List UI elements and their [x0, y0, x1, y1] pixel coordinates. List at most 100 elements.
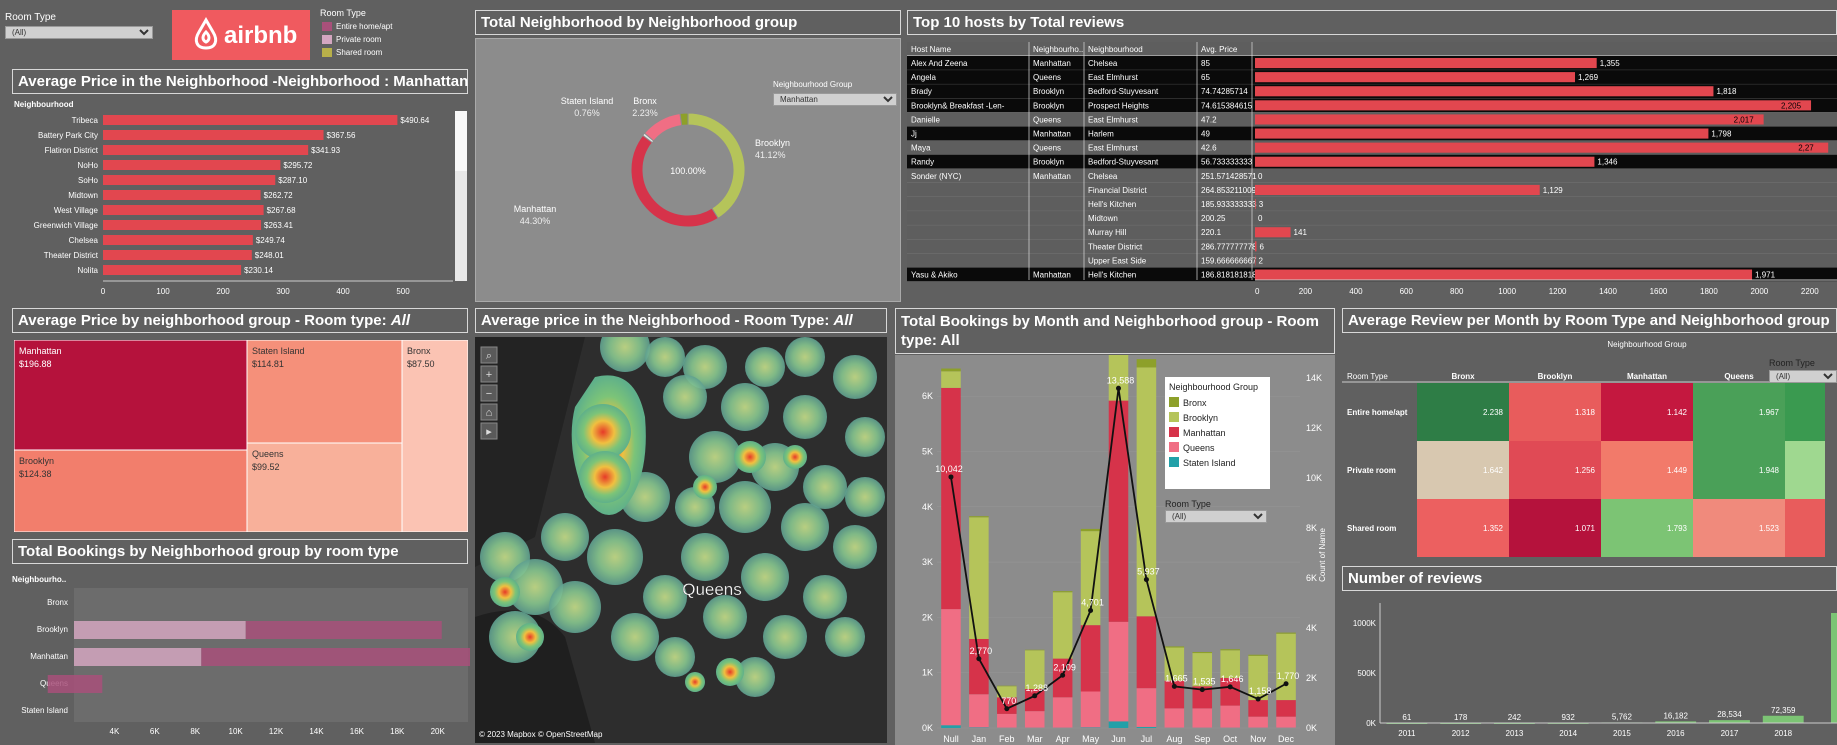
tick-label: 20K	[431, 727, 446, 736]
column-header: Host Name	[911, 45, 952, 54]
cell-hood: Bedford-Stuyvesant	[1088, 87, 1159, 96]
legend-title: Neighbourhood Group	[1169, 382, 1258, 392]
donut-label-name: Brooklyn	[755, 138, 790, 148]
bar	[1255, 100, 1812, 111]
cell-host: Randy	[911, 158, 934, 167]
cell-price: 47.2	[1201, 115, 1217, 124]
bar-segment	[1108, 721, 1129, 728]
heat-blob	[611, 613, 659, 661]
legend-label: Manhattan	[1183, 428, 1226, 438]
price-heat-map[interactable]: Queens ⌕ + − ⌂ ▸ © 2023 Mapbox © OpenStreetMap	[475, 337, 887, 743]
heatmap-room-type-filter[interactable]: (All)	[1769, 370, 1837, 383]
room-legend: Entire home/apt Private room Shared room	[322, 20, 392, 59]
x-tick: Nov	[1250, 734, 1267, 744]
cell-hood: Prospect Heights	[1088, 101, 1149, 110]
x-tick: May	[1082, 734, 1100, 744]
tick-label: Flatiron District	[45, 146, 99, 155]
line-point	[1116, 385, 1121, 391]
line-label: 2,770	[970, 646, 993, 656]
tick-label: 0	[1255, 287, 1260, 296]
tick-label: 1400	[1599, 287, 1617, 296]
cell-price: 42.6	[1201, 144, 1217, 153]
bar	[1762, 715, 1804, 723]
cell-hood: Chelsea	[1088, 59, 1118, 68]
tick-label: 2000	[1750, 287, 1768, 296]
y-tick-right: 4K	[1306, 623, 1317, 633]
tick-label: Midtown	[68, 191, 98, 200]
cell-price: 74.74285714	[1201, 87, 1248, 96]
heat-cell	[1785, 441, 1825, 499]
bar	[103, 175, 276, 185]
col-header: Queens	[1724, 372, 1754, 381]
col-header: Brooklyn	[1538, 372, 1573, 381]
data-label: $287.10	[278, 176, 307, 185]
tick-label: 500	[396, 287, 410, 296]
heat-blob	[600, 337, 650, 372]
y-tick-left: 2K	[922, 612, 933, 622]
bar-segment	[1108, 400, 1129, 622]
y-tick: 0K	[1366, 719, 1376, 728]
heat-value: 1.523	[1759, 524, 1780, 533]
room-type-filter[interactable]: (All)	[5, 26, 153, 39]
panel-title-review-heatmap: Average Review per Month by Room Type an…	[1342, 308, 1837, 333]
bar	[1831, 613, 1837, 723]
panel-title-bookings-month: Total Bookings by Month and Neighborhood…	[895, 308, 1335, 354]
heat-blob	[719, 481, 771, 533]
cell-hood: East Elmhurst	[1088, 115, 1139, 124]
legend-label: Brooklyn	[1183, 413, 1218, 423]
avg-price-neighborhood-chart: Neighbourhood Tribeca $490.64 Battery Park …	[14, 100, 467, 296]
heat-value: 1.948	[1759, 466, 1780, 475]
heat-blob	[741, 553, 789, 601]
bar-segment	[1164, 647, 1185, 681]
data-label: 932	[1561, 713, 1575, 722]
heat-blob	[643, 575, 687, 619]
cell-host: Yasu & Akiko	[911, 271, 958, 280]
zoom-out-icon	[480, 384, 498, 402]
heat-blob	[587, 529, 643, 585]
tick-label: 400	[1349, 287, 1363, 296]
col-header: Manhattan	[1627, 372, 1667, 381]
data-label: $267.68	[267, 206, 296, 215]
data-label: 2,205	[1781, 101, 1802, 110]
donut-slice	[679, 112, 689, 127]
data-label: $367.56	[327, 131, 356, 140]
heat-blob	[833, 355, 877, 399]
month-room-type-filter[interactable]: (All)	[1165, 510, 1267, 523]
legend-swatch	[1169, 442, 1179, 452]
row-header: Private room	[1347, 466, 1396, 475]
cell-hood: Theater District	[1088, 242, 1143, 251]
tick-label: Tribeca	[72, 116, 99, 125]
heat-hotspot	[579, 451, 631, 503]
water	[475, 337, 585, 567]
bar-segment	[1080, 625, 1101, 692]
cell-hood: Harlem	[1088, 130, 1114, 139]
bar-segment	[1192, 651, 1213, 654]
heat-blob	[681, 533, 729, 581]
treemap-cell	[14, 340, 248, 451]
line-point	[976, 656, 982, 662]
cell-group: Brooklyn	[1033, 101, 1064, 110]
treemap-value: $124.38	[19, 469, 52, 479]
cell-host: Angela	[911, 73, 936, 82]
cell-price: 74.615384615	[1201, 101, 1253, 110]
heat-blob	[745, 347, 785, 387]
neighbourhood-group-filter[interactable]: Manhattan	[773, 93, 897, 106]
heat-value: 1.352	[1483, 524, 1504, 533]
y-tick-right: 0K	[1306, 723, 1317, 733]
x-tick: Jan	[972, 734, 987, 744]
legend-label: Queens	[1183, 443, 1215, 453]
legend-swatch	[322, 35, 332, 44]
axis-title: Neighbourho..	[12, 575, 66, 584]
heat-cell	[1601, 499, 1693, 557]
data-label: 61	[1402, 713, 1411, 722]
col-header: Bronx	[1451, 372, 1475, 381]
tick-label: 8K	[190, 727, 200, 736]
neighborhood-donut-chart: 100.00% Brooklyn 41.12% Manhattan 44.30% Stat…	[514, 96, 790, 228]
bar-segment	[1080, 531, 1101, 626]
heat-cell	[1601, 383, 1693, 441]
tick-label: 800	[1450, 287, 1464, 296]
bar	[103, 145, 309, 155]
bar	[74, 621, 246, 639]
bar-segment	[1024, 689, 1045, 712]
treemap-name: Brooklyn	[19, 456, 54, 466]
